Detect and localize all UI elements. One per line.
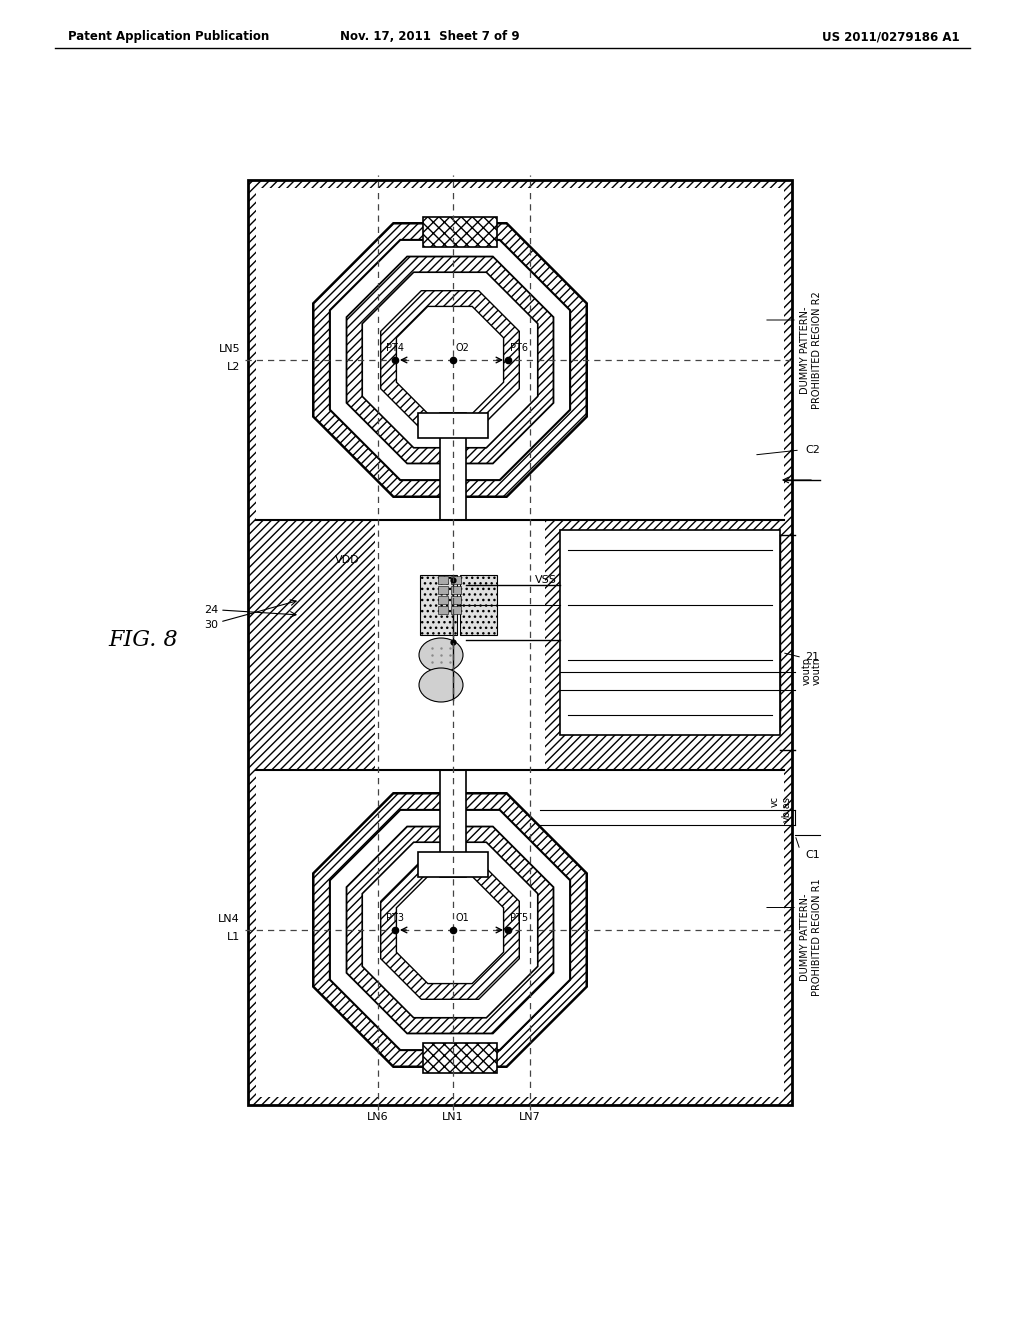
Text: O2: O2 (456, 343, 470, 352)
Polygon shape (418, 413, 488, 438)
Text: LN6: LN6 (368, 1111, 389, 1122)
Polygon shape (460, 576, 497, 635)
Polygon shape (440, 413, 466, 876)
Polygon shape (346, 256, 554, 463)
Polygon shape (330, 240, 570, 480)
Polygon shape (381, 861, 519, 999)
Text: L2: L2 (226, 362, 240, 372)
Polygon shape (560, 531, 780, 735)
Text: PROHIBITED REGION R1: PROHIBITED REGION R1 (812, 879, 822, 997)
Polygon shape (451, 576, 461, 583)
Polygon shape (438, 586, 449, 594)
Text: Nov. 17, 2011  Sheet 7 of 9: Nov. 17, 2011 Sheet 7 of 9 (340, 30, 520, 44)
Text: PT4: PT4 (386, 343, 404, 352)
Polygon shape (381, 290, 519, 429)
Text: LN5: LN5 (218, 345, 240, 354)
Text: Patent Application Publication: Patent Application Publication (68, 30, 269, 44)
Text: LN1: LN1 (442, 1111, 464, 1122)
Text: PT6: PT6 (510, 343, 528, 352)
Polygon shape (545, 520, 784, 770)
Polygon shape (313, 793, 587, 1067)
Text: DUMMY PATTERN-: DUMMY PATTERN- (800, 306, 810, 393)
Polygon shape (330, 810, 570, 1051)
Polygon shape (438, 576, 449, 583)
Polygon shape (438, 597, 449, 605)
Text: 24: 24 (204, 605, 218, 615)
Text: voutn: voutn (812, 657, 822, 685)
Text: PT5: PT5 (510, 913, 528, 923)
Text: VDD: VDD (335, 554, 359, 565)
Text: PT3: PT3 (386, 913, 404, 923)
Polygon shape (451, 606, 461, 614)
Text: vbias: vbias (782, 796, 792, 822)
Polygon shape (375, 520, 545, 770)
Text: VSS: VSS (535, 576, 557, 585)
Text: voutp: voutp (802, 657, 812, 685)
Text: FIG. 8: FIG. 8 (108, 630, 177, 651)
Polygon shape (418, 851, 488, 876)
Text: 30: 30 (204, 620, 218, 630)
Text: LN4: LN4 (218, 913, 240, 924)
Text: C2: C2 (805, 445, 820, 455)
Polygon shape (313, 223, 587, 496)
Polygon shape (438, 606, 449, 614)
Text: vc: vc (770, 796, 780, 807)
Text: LN7: LN7 (519, 1111, 541, 1122)
Polygon shape (362, 842, 538, 1018)
Text: DUMMY PATTERN-: DUMMY PATTERN- (800, 894, 810, 981)
Polygon shape (423, 1043, 497, 1073)
Polygon shape (396, 306, 504, 413)
Polygon shape (362, 272, 538, 447)
Ellipse shape (419, 668, 463, 702)
Polygon shape (451, 586, 461, 594)
Polygon shape (256, 520, 375, 770)
Text: C1: C1 (805, 850, 820, 861)
Text: O1: O1 (456, 913, 470, 923)
Text: US 2011/0279186 A1: US 2011/0279186 A1 (822, 30, 961, 44)
Polygon shape (256, 187, 784, 1097)
Polygon shape (346, 826, 554, 1034)
Polygon shape (423, 216, 497, 247)
Ellipse shape (419, 638, 463, 672)
Text: L1: L1 (226, 932, 240, 942)
Polygon shape (248, 180, 792, 1105)
Polygon shape (396, 876, 504, 983)
Text: PROHIBITED REGION R2: PROHIBITED REGION R2 (812, 292, 822, 409)
Polygon shape (420, 576, 457, 635)
Polygon shape (451, 597, 461, 605)
Text: 21: 21 (805, 652, 819, 663)
